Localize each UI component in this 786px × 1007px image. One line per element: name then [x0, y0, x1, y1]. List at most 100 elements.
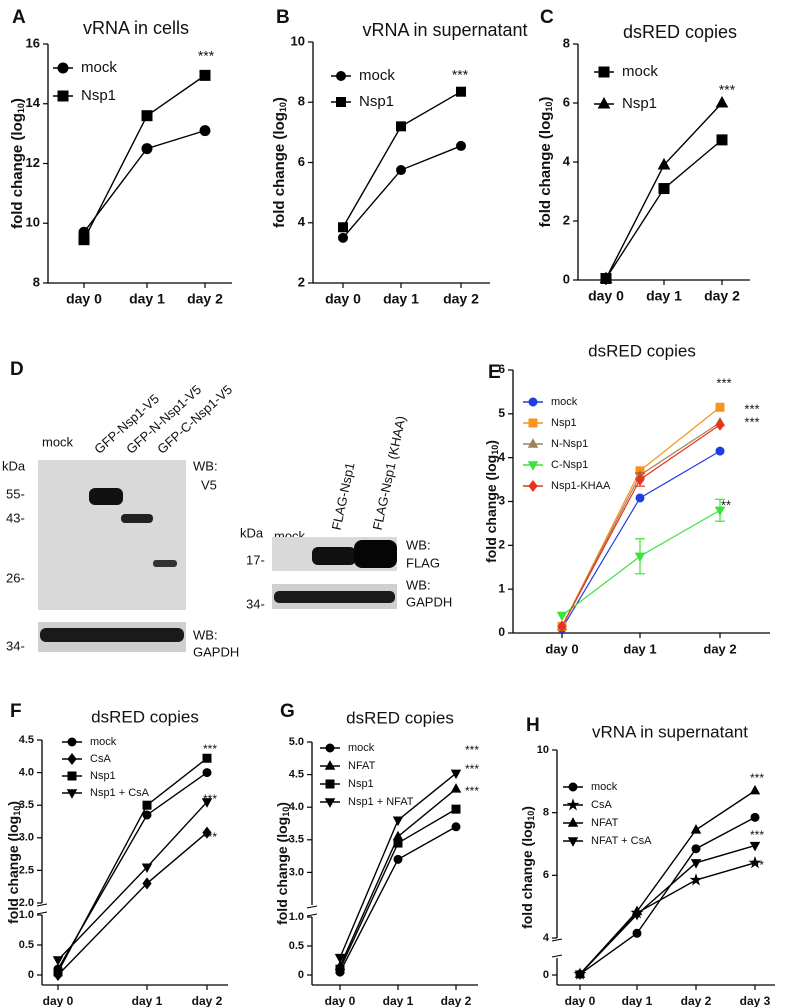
axis-break — [551, 938, 563, 942]
x-tick-label: day 0 — [588, 288, 624, 304]
y-axis-label-text: fold change (log — [5, 816, 21, 924]
wb-label: FLAG — [406, 555, 440, 570]
marker — [715, 446, 725, 456]
significance-label: ** — [721, 497, 731, 512]
y-tick-label: 10 — [291, 33, 305, 48]
x-tick-label: day 0 — [66, 291, 102, 307]
significance-label: *** — [719, 82, 736, 98]
significance-label: *** — [203, 792, 217, 806]
y-tick-label: 8 — [543, 807, 549, 819]
y-axis-label-end: ) — [519, 806, 535, 811]
legend-label: Nsp1 + NFAT — [348, 796, 414, 808]
series-line — [579, 844, 756, 975]
y-axis-label: fold change (log10) — [271, 97, 288, 228]
marker — [393, 838, 403, 848]
y-axis-label: fold change (log10) — [274, 802, 292, 925]
y-axis-label: fold change (log10) — [519, 806, 537, 929]
series-line — [579, 816, 756, 975]
y-axis-label: fold change (log10) — [9, 98, 26, 229]
y-tick-label: 5.0 — [289, 736, 304, 748]
y-tick-label: 5 — [498, 406, 505, 420]
legend-label: Nsp1 — [622, 95, 657, 112]
y-tick-label: 14 — [26, 95, 41, 110]
legend-label: NFAT — [348, 760, 376, 772]
y-axis-label: fold change (log10) — [5, 801, 23, 924]
blot-band — [354, 540, 397, 568]
legend-label: N-Nsp1 — [551, 438, 588, 450]
marker — [450, 783, 462, 793]
y-tick-label: 12 — [26, 155, 40, 170]
legend-marker — [325, 779, 335, 789]
y-tick-label: 4 — [543, 932, 550, 944]
y-tick-label: 4 — [298, 214, 306, 229]
y-axis-label-subscript: 10 — [281, 807, 291, 817]
y-tick-label: 6 — [543, 869, 549, 881]
legend-label: Nsp1 — [359, 93, 394, 110]
kda-label: kDa — [2, 458, 26, 473]
kda-marker: 55- — [6, 486, 25, 501]
significance-label: *** — [750, 858, 764, 872]
y-tick-label: 10 — [26, 215, 40, 230]
x-tick-label: day 0 — [325, 291, 361, 307]
y-axis-label: fold change (log10) — [537, 97, 554, 228]
legend-marker — [527, 438, 539, 448]
x-tick-label: day 1 — [132, 994, 163, 1007]
y-tick-label: 0 — [563, 271, 570, 286]
kda-marker: 34- — [246, 596, 265, 611]
marker — [635, 493, 645, 503]
panel-letter: B — [276, 7, 290, 28]
marker — [451, 804, 461, 814]
marker — [53, 967, 63, 977]
marker — [52, 956, 64, 966]
x-tick-label: day 0 — [325, 994, 356, 1007]
marker — [335, 964, 345, 974]
legend-marker — [67, 771, 77, 781]
marker — [557, 620, 567, 633]
series-line — [579, 862, 756, 975]
legend-marker — [597, 96, 611, 109]
y-tick-label: 4 — [563, 153, 571, 168]
y-axis-label-end: ) — [271, 97, 288, 102]
marker — [631, 910, 643, 921]
x-tick-label: day 2 — [443, 291, 479, 307]
marker — [142, 877, 152, 890]
legend-label: NFAT — [591, 817, 619, 829]
lane-label: FLAG-Nsp1 (KHAA) — [370, 414, 409, 531]
legend-marker — [528, 418, 538, 428]
marker — [691, 844, 701, 854]
y-axis-label-end: ) — [483, 440, 499, 445]
y-axis-label-subscript: 10 — [490, 445, 500, 455]
lane-label: FLAG-Nsp1 — [329, 461, 358, 531]
marker — [456, 140, 466, 151]
wb-label: GAPDH — [193, 644, 239, 659]
legend-marker — [567, 817, 579, 827]
x-tick-label: day 1 — [383, 994, 414, 1007]
x-tick-label: day 0 — [43, 994, 74, 1007]
x-tick-label: day 0 — [545, 641, 578, 656]
series-line — [579, 790, 756, 975]
wb-label: GAPDH — [406, 594, 452, 609]
significance-label: *** — [750, 771, 764, 785]
legend-marker — [66, 789, 78, 799]
marker — [450, 769, 462, 780]
chart-title: dsRED copies — [623, 22, 737, 42]
y-tick-label: 0 — [498, 625, 505, 639]
axis-break — [36, 911, 48, 915]
chart-title: vRNA in cells — [83, 18, 189, 38]
legend-label: mock — [348, 742, 375, 754]
legend-marker — [528, 397, 538, 407]
series-line — [57, 832, 208, 976]
marker — [632, 928, 642, 938]
y-tick-label: 0.5 — [19, 939, 34, 951]
marker — [392, 830, 404, 841]
significance-label: *** — [750, 828, 764, 842]
marker — [78, 234, 90, 246]
y-axis-label-subscript: 10 — [12, 806, 22, 816]
marker — [635, 473, 645, 486]
axis-break — [551, 954, 563, 958]
legend-label: CsA — [90, 753, 111, 765]
marker — [715, 402, 725, 412]
